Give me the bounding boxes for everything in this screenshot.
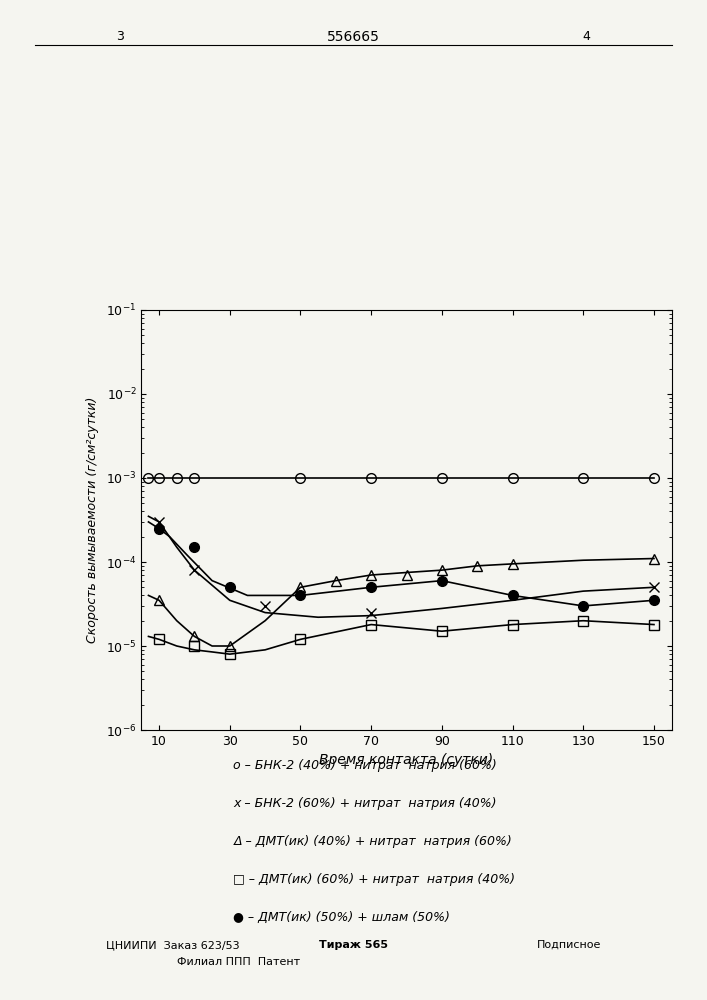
Text: 4: 4 xyxy=(583,30,591,43)
Text: □ – ДМТ(ик) (60%) + нитрат  натрия (40%): □ – ДМТ(ик) (60%) + нитрат натрия (40%) xyxy=(233,872,515,886)
Text: ЦНИИПИ  Заказ 623/53: ЦНИИПИ Заказ 623/53 xyxy=(106,940,240,950)
Text: ● – ДМТ(ик) (50%) + шлам (50%): ● – ДМТ(ик) (50%) + шлам (50%) xyxy=(233,910,450,924)
Text: Тираж 565: Тираж 565 xyxy=(319,940,388,950)
Text: Филиал ППП  Патент: Филиал ППП Патент xyxy=(177,957,300,967)
X-axis label: Время контакта (сутки): Время контакта (сутки) xyxy=(320,753,493,767)
Y-axis label: Скорость вымываемости (г/см²сутки): Скорость вымываемости (г/см²сутки) xyxy=(86,397,99,643)
Text: 3: 3 xyxy=(116,30,124,43)
Text: х – БНК-2 (60%) + нитрат  натрия (40%): х – БНК-2 (60%) + нитрат натрия (40%) xyxy=(233,796,497,810)
Text: 556665: 556665 xyxy=(327,30,380,44)
Text: Подписное: Подписное xyxy=(537,940,601,950)
Text: Δ – ДМТ(ик) (40%) + нитрат  натрия (60%): Δ – ДМТ(ик) (40%) + нитрат натрия (60%) xyxy=(233,834,512,848)
Text: о – БНК-2 (40%) + нитрат  натрия (60%): о – БНК-2 (40%) + нитрат натрия (60%) xyxy=(233,758,497,772)
